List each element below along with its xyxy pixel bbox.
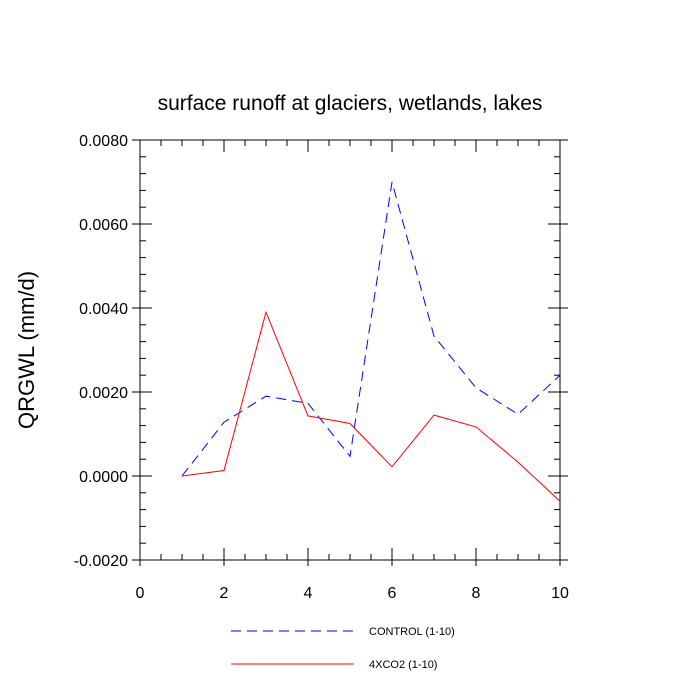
x-tick-label: 10 — [551, 585, 569, 602]
x-tick-label: 8 — [472, 585, 481, 602]
axis-tick-labels: 0 2 4 6 8 10 -0.0020 0.0000 0.0020 0.0040 0.0060 0.… — [74, 133, 569, 602]
legend: CONTROL (1-10) 4XCO2 (1-10) — [231, 626, 455, 671]
axis-ticks — [132, 139, 568, 566]
legend-label-0: CONTROL (1-10) — [369, 626, 455, 638]
y-tick-label: 0.0080 — [79, 133, 128, 150]
x-tick-label: 2 — [220, 585, 229, 602]
y-axis-label: QRGWL (mm/d) — [14, 271, 39, 429]
series-lines — [181, 181, 561, 502]
y-tick-label: -0.0020 — [74, 553, 128, 570]
chart-title: surface runoff at glaciers, wetlands, la… — [158, 92, 543, 115]
series-line-1 — [181, 310, 561, 502]
y-tick-label: 0.0000 — [79, 469, 128, 486]
legend-label-1: 4XCO2 (1-10) — [369, 659, 437, 671]
y-tick-label: 0.0040 — [79, 301, 128, 318]
x-tick-label: 4 — [304, 585, 313, 602]
y-tick-label: 0.0020 — [79, 385, 128, 402]
y-tick-label: 0.0060 — [79, 217, 128, 234]
x-tick-label: 6 — [388, 585, 397, 602]
series-line-0 — [181, 181, 561, 477]
plot-frame — [139, 139, 561, 561]
x-tick-label: 0 — [136, 585, 145, 602]
